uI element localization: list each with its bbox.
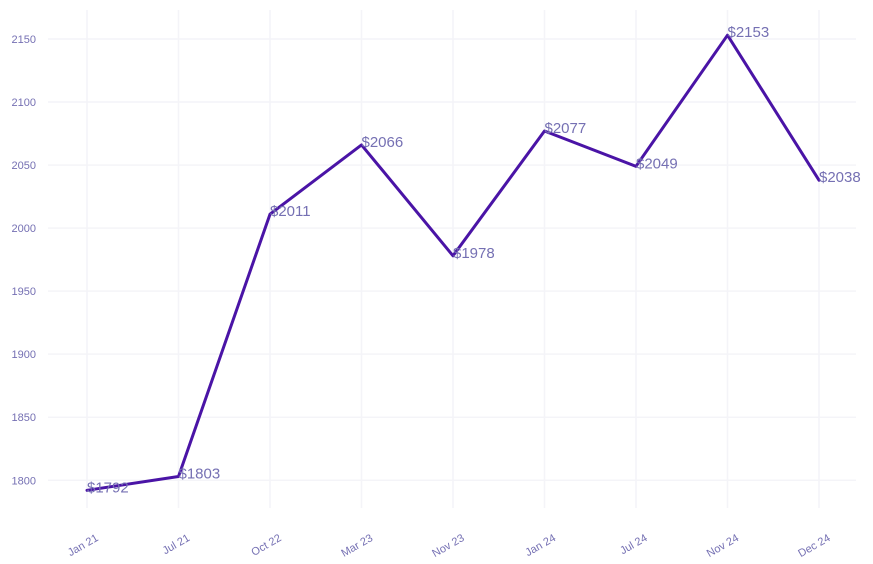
x-tick-label: Jul 24 — [618, 532, 649, 557]
data-labels: $1792 $1803 $2011 $2066 $1978 $2077 $2049 $2153… — [87, 24, 861, 496]
data-label: $1978 — [453, 245, 495, 262]
x-tick-label: Oct 22 — [249, 532, 283, 559]
y-tick-label: 2100 — [12, 97, 36, 109]
y-tick-label: 1800 — [12, 475, 36, 487]
x-axis-tick-labels: Jan 21 Jul 21 Oct 22 Mar 23 Nov 23 Jan 24 Jul … — [66, 532, 833, 560]
series-line — [85, 33, 821, 492]
x-tick-label: Jan 21 — [66, 532, 101, 559]
x-tick-label: Dec 24 — [796, 532, 832, 560]
x-tick-label: Nov 23 — [430, 532, 466, 560]
data-label: $2153 — [728, 24, 770, 41]
y-tick-label: 1850 — [12, 412, 36, 424]
grid — [48, 10, 856, 508]
y-tick-label: 2000 — [12, 223, 36, 235]
x-tick-label: Nov 24 — [705, 532, 741, 560]
y-tick-label: 2050 — [12, 160, 36, 172]
x-tick-label: Mar 23 — [339, 532, 375, 560]
data-label: $2011 — [270, 203, 311, 220]
y-tick-label: 1900 — [12, 349, 36, 361]
x-tick-label: Jan 24 — [523, 532, 558, 559]
y-tick-label: 1950 — [12, 286, 36, 298]
data-label: $2049 — [636, 155, 678, 172]
data-label: $1803 — [179, 465, 221, 482]
data-label: $1792 — [87, 479, 129, 496]
y-axis-tick-labels: 1800 1850 1900 1950 2000 2050 2100 2150 — [12, 34, 36, 487]
x-tick-label: Jul 21 — [161, 532, 192, 557]
data-label: $2077 — [545, 120, 587, 137]
data-label: $2066 — [362, 134, 404, 151]
data-label: $2038 — [819, 169, 861, 186]
y-tick-label: 2150 — [12, 34, 36, 46]
